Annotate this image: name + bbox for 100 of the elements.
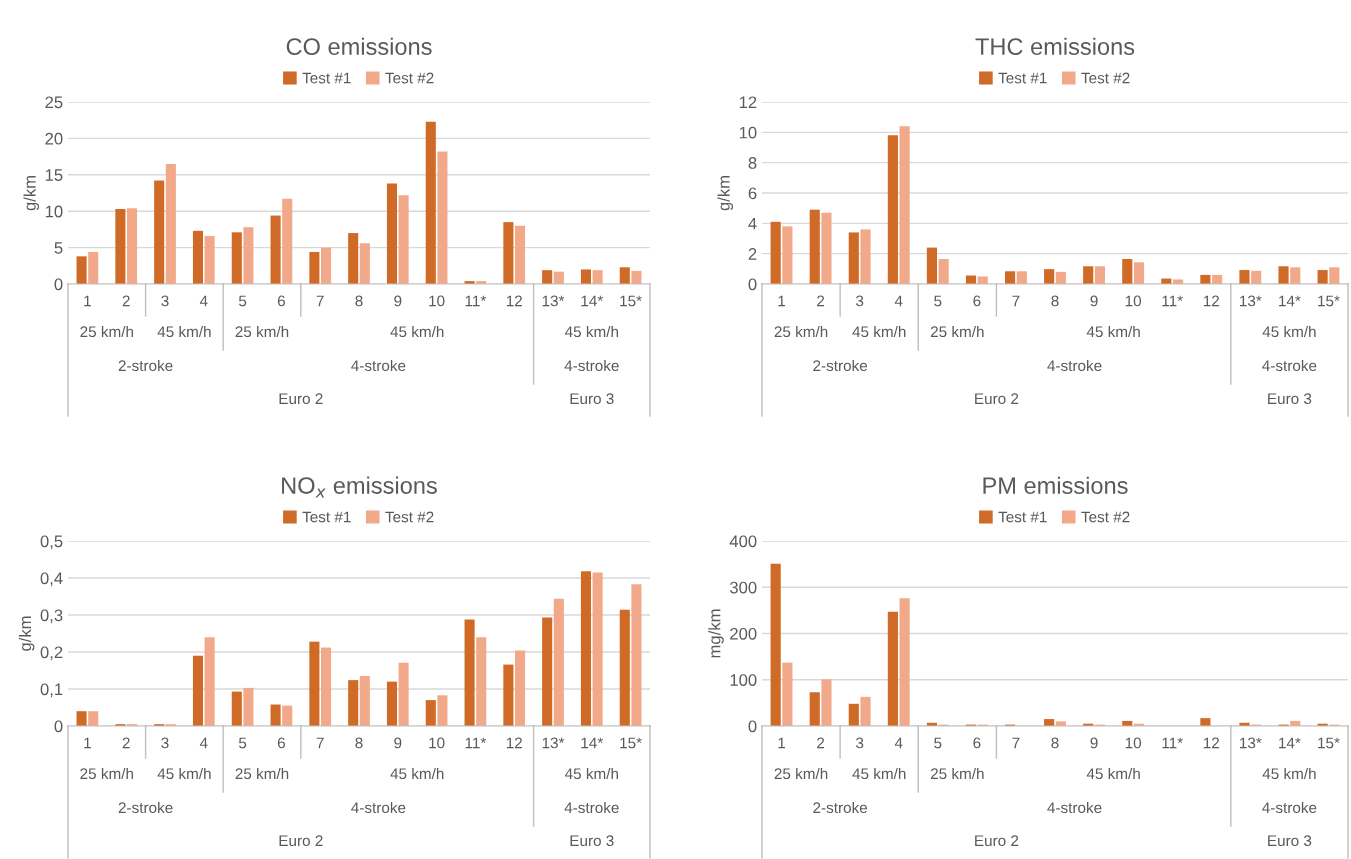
x-tick-label: 1: [84, 737, 91, 749]
text: 4-stroke: [351, 359, 406, 372]
x-tick-label: 2: [122, 737, 130, 749]
x-tick-label: 13*: [1240, 295, 1262, 307]
x-tick-label: 5: [934, 737, 942, 749]
x-tick-label: 10: [1125, 295, 1142, 307]
text: 4-stroke: [351, 801, 406, 814]
legend-label: Test #1: [998, 511, 1047, 523]
y-axis-title: mg/km: [708, 609, 724, 658]
text: 4-stroke: [1262, 801, 1317, 814]
x-tick-label: 15*: [620, 295, 642, 307]
y-tick-label: 12: [739, 96, 757, 109]
text: 25 km/h: [80, 767, 133, 780]
y-tick-label: 2: [748, 248, 757, 260]
text: Euro 3: [570, 393, 614, 405]
x-tick-label: 13*: [542, 295, 565, 307]
text: 45 km/h: [852, 325, 906, 338]
legend-label: Test #2: [1081, 511, 1130, 523]
x-tick-label: 6: [973, 737, 981, 749]
text: 25 km/h: [774, 767, 828, 780]
legend-label: Test #1: [302, 511, 351, 523]
x-tick-label: 3: [856, 737, 864, 749]
y-tick-label: 6: [748, 187, 757, 200]
y-tick-label: 100: [730, 674, 757, 686]
text: 25 km/h: [235, 767, 289, 780]
y-tick-label: 0,2: [40, 646, 63, 661]
text: 4-stroke: [564, 359, 619, 372]
y-tick-label: 0,5: [40, 535, 63, 550]
text: 45 km/h: [157, 767, 211, 780]
text: Euro 2: [279, 835, 323, 847]
text: 2-stroke: [813, 801, 868, 814]
x-tick-label: 11*: [465, 295, 487, 307]
x-tick-label: 14*: [1279, 295, 1301, 307]
x-tick-label: 12: [506, 295, 522, 307]
text: 4-stroke: [1262, 359, 1317, 372]
x-tick-label: 6: [277, 295, 285, 307]
y-tick-label: 10: [45, 205, 63, 218]
x-tick-label: 4: [199, 737, 208, 749]
x-tick-label: 2: [122, 295, 130, 307]
x-tick-label: 9: [1090, 295, 1098, 307]
x-tick-label: 5: [238, 737, 247, 749]
legend-label: Test #1: [998, 72, 1047, 84]
x-tick-label: 11*: [1162, 737, 1183, 749]
y-axis-title: g/km: [717, 176, 734, 211]
x-tick-label: 7: [316, 737, 324, 749]
text: 45 km/h: [1086, 767, 1140, 780]
text: Euro 2: [279, 393, 323, 405]
x-tick-label: 15*: [1318, 295, 1340, 307]
text: 45 km/h: [390, 767, 444, 780]
chart-title: CO emissions: [286, 37, 432, 56]
x-tick-label: 7: [316, 295, 324, 307]
x-tick-label: 5: [238, 295, 247, 307]
text: 45 km/h: [1262, 767, 1316, 780]
text: Euro 2: [975, 835, 1019, 847]
y-tick-label: 25: [45, 96, 63, 109]
text: Euro 3: [570, 835, 614, 847]
legend-label: Test #2: [1081, 72, 1130, 84]
y-tick-label: 5: [54, 242, 63, 254]
y-tick-label: 0: [54, 278, 63, 291]
text: 2-stroke: [118, 359, 173, 372]
text: 45 km/h: [564, 767, 618, 780]
x-tick-label: 5: [934, 295, 942, 307]
x-tick-label: 3: [856, 295, 864, 307]
x-tick-label: 1: [778, 737, 786, 749]
x-tick-label: 7: [1012, 737, 1020, 749]
text: Euro 2: [975, 393, 1019, 405]
x-tick-label: 1: [84, 295, 91, 307]
y-tick-label: 20: [45, 132, 63, 145]
text: 25 km/h: [80, 325, 133, 338]
text: 25 km/h: [774, 325, 828, 338]
y-tick-label: 15: [45, 169, 63, 181]
y-tick-label: 400: [729, 535, 757, 548]
chart-title: PM emissions: [983, 476, 1128, 495]
text: Euro 3: [1268, 393, 1312, 405]
x-tick-label: 12: [1203, 295, 1219, 307]
legend-label: Test #1: [302, 72, 351, 84]
y-tick-label: 200: [730, 627, 757, 640]
legend-label: Test #2: [385, 72, 434, 84]
x-tick-label: 6: [973, 295, 981, 307]
y-axis-title: g/km: [23, 176, 40, 211]
text: 25 km/h: [235, 325, 289, 338]
text: 45 km/h: [1086, 325, 1140, 338]
x-tick-label: 11*: [1162, 295, 1183, 307]
text: 2-stroke: [813, 359, 868, 372]
x-tick-label: 15*: [620, 737, 642, 749]
x-tick-label: 2: [817, 737, 825, 749]
y-tick-label: 300: [729, 581, 757, 594]
y-tick-label: 0,4: [40, 572, 63, 587]
text: 25 km/h: [930, 767, 984, 780]
x-tick-label: 9: [1090, 737, 1098, 749]
text: 45 km/h: [852, 767, 906, 780]
x-tick-label: 10: [429, 295, 445, 307]
x-tick-label: 4: [894, 737, 903, 749]
x-tick-label: 7: [1012, 295, 1020, 307]
text: 45 km/h: [564, 325, 618, 338]
x-tick-label: 11*: [465, 737, 487, 749]
x-tick-label: 1: [778, 295, 786, 307]
x-tick-label: 8: [1051, 737, 1059, 749]
y-tick-label: 0,3: [40, 609, 63, 624]
x-tick-label: 13*: [542, 737, 565, 749]
